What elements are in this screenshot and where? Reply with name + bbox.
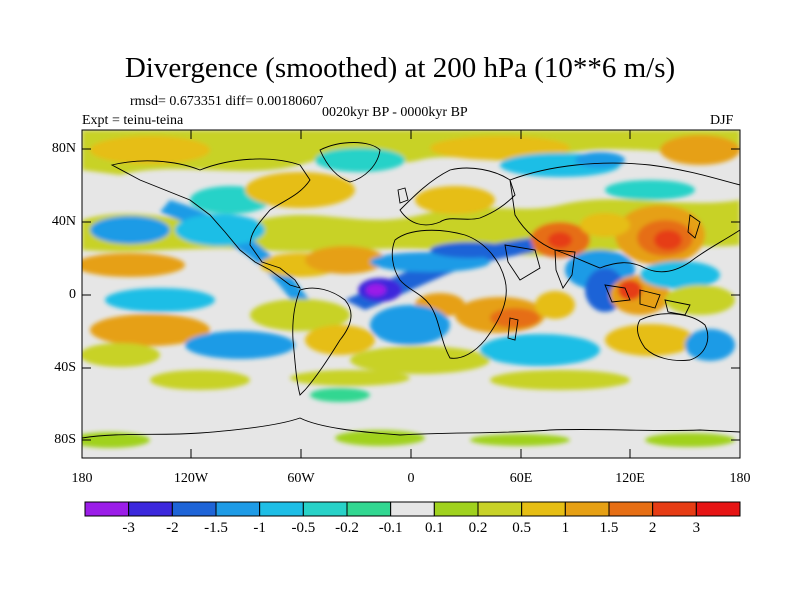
- colorbar-swatch: [521, 501, 566, 517]
- colorbar: [84, 501, 741, 517]
- colorbar-swatch: [84, 501, 130, 517]
- colorbar-swatch: [346, 501, 392, 517]
- colorbar-swatch: [652, 501, 697, 517]
- colorbar-swatch: [608, 501, 654, 517]
- colorbar-swatch: [477, 501, 523, 517]
- colorbar-swatch: [215, 501, 261, 517]
- colorbar-swatch: [171, 501, 217, 517]
- lat-label-0: 0: [69, 287, 76, 302]
- map-title: Divergence (smoothed) at 200 hPa (10**6 …: [124, 52, 676, 84]
- colorbar-swatch: [259, 501, 304, 517]
- colorbar-label: -2: [166, 520, 179, 536]
- lat-label-40s: 40S: [54, 360, 76, 375]
- lon-label-180w: 180: [71, 471, 93, 486]
- lon-label-60e: 60E: [509, 471, 533, 486]
- colorbar-label: 2: [648, 520, 657, 536]
- colorbar-swatch: [695, 501, 741, 517]
- colorbar-swatch: [564, 501, 610, 517]
- experiment-label: Expt = teinu-teina: [82, 113, 184, 128]
- lon-label-0: 0: [407, 471, 415, 486]
- lon-label-180e: 180: [729, 471, 751, 486]
- colorbar-label: 1: [561, 520, 570, 536]
- coastlines: [82, 142, 740, 439]
- lon-label-60w: 60W: [287, 471, 315, 486]
- colorbar-label: -0.5: [291, 520, 316, 536]
- colorbar-label: 0.5: [512, 520, 532, 536]
- colorbar-swatch: [390, 501, 435, 517]
- colorbar-swatch: [302, 501, 348, 517]
- x-axis-ticks: [190, 130, 631, 458]
- stats-label: rmsd= 0.673351 diff= 0.00180607: [130, 94, 324, 109]
- colorbar-label: 3: [692, 520, 701, 536]
- colorbar-label: 0.2: [468, 520, 488, 536]
- colorbar-label: -1: [253, 520, 266, 536]
- colorbar-label: -0.1: [378, 520, 403, 536]
- lon-label-120e: 120E: [615, 471, 645, 486]
- colorbar-swatch: [128, 501, 173, 517]
- colorbar-label: -0.2: [335, 520, 359, 536]
- colorbar-label: -3: [122, 520, 135, 536]
- colorbar-label: -1.5: [204, 520, 228, 536]
- lon-label-120w: 120W: [173, 471, 209, 486]
- lat-label-80n: 80N: [51, 141, 76, 156]
- colorbar-swatch: [433, 501, 479, 517]
- colorbar-label: 1.5: [599, 520, 619, 536]
- y-axis-ticks: [82, 148, 740, 441]
- divergence-field: [82, 130, 740, 458]
- lat-label-40n: 40N: [51, 214, 76, 229]
- lat-label-80s: 80S: [54, 432, 76, 447]
- colorbar-label: 0.1: [424, 520, 444, 536]
- period-label: 0020kyr BP - 0000kyr BP: [322, 105, 468, 120]
- season-label: DJF: [710, 113, 734, 128]
